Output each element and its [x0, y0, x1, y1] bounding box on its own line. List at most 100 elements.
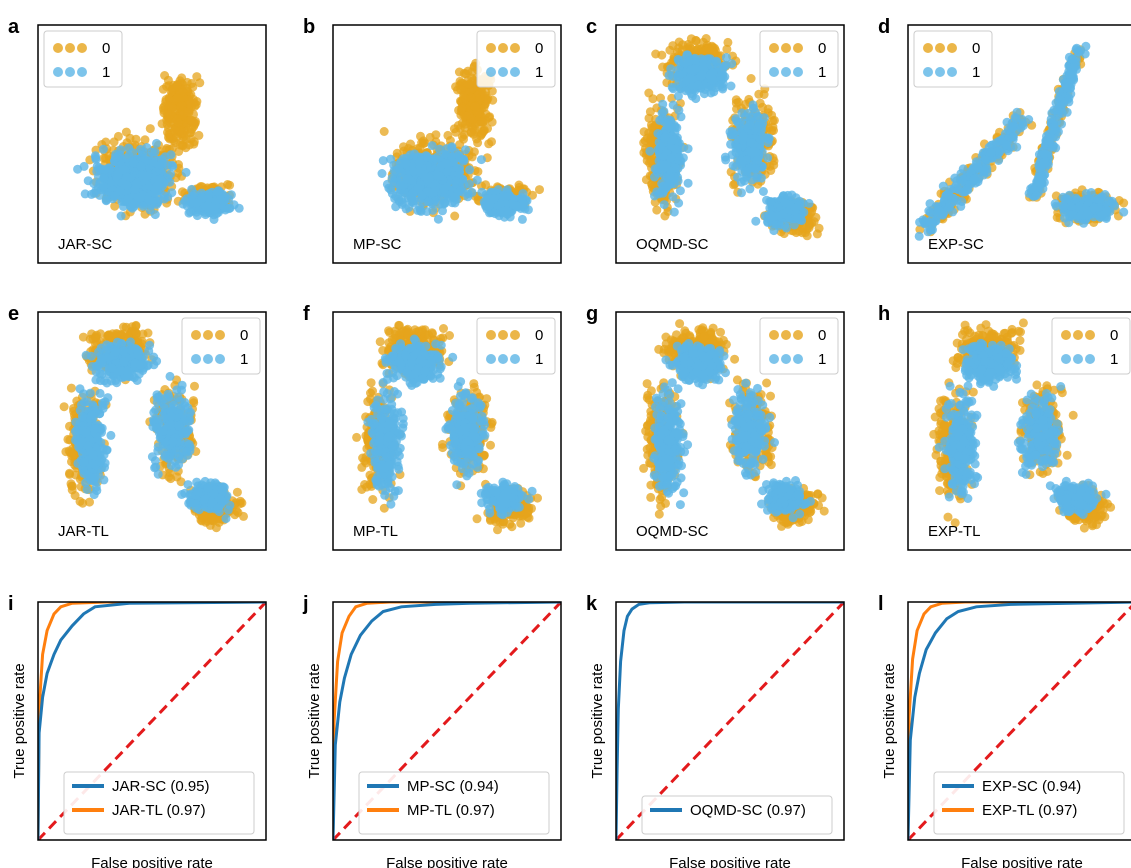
point-class-1 [745, 120, 755, 130]
point-class-1 [756, 119, 765, 128]
point-class-0 [172, 114, 182, 124]
point-class-1 [668, 192, 678, 202]
point-class-1 [660, 132, 670, 142]
point-class-1 [707, 73, 716, 82]
point-class-0 [455, 140, 465, 150]
point-class-1 [91, 153, 101, 163]
point-class-0 [465, 79, 474, 89]
point-class-1 [751, 164, 760, 174]
point-class-1 [501, 192, 511, 202]
point-class-0 [456, 85, 466, 95]
point-class-1 [1080, 49, 1090, 59]
point-class-0 [166, 109, 176, 119]
point-class-1 [684, 56, 694, 66]
legend-marker [498, 67, 508, 77]
legend-marker [486, 67, 496, 77]
point-class-1 [715, 80, 725, 90]
point-class-1 [438, 206, 447, 216]
point-class-0 [175, 76, 185, 86]
point-class-0 [455, 123, 465, 133]
point-class-1 [138, 170, 147, 180]
panel-letter: a [8, 16, 20, 38]
point-class-1 [435, 171, 445, 181]
embedding-label: OQMD-SC [636, 236, 709, 253]
point-class-1 [737, 188, 746, 198]
point-class-0 [196, 182, 206, 191]
point-class-0 [164, 133, 173, 142]
point-class-1 [675, 186, 685, 196]
point-class-1 [132, 179, 142, 189]
point-class-1 [181, 167, 191, 177]
legend-label: 0 [818, 40, 826, 57]
panel-letter: b [303, 16, 315, 38]
plot-frame [37, 24, 267, 264]
point-class-1 [711, 56, 721, 66]
legend-label: 0 [535, 40, 543, 57]
point-class-1 [427, 141, 437, 151]
point-class-0 [466, 114, 476, 124]
point-class-0 [470, 102, 480, 112]
point-class-0 [399, 146, 409, 156]
point-class-1 [401, 159, 411, 169]
point-class-1 [167, 188, 177, 198]
legend-marker [510, 67, 520, 77]
point-class-0 [163, 75, 173, 85]
point-class-0 [172, 93, 182, 103]
point-class-1 [721, 155, 731, 165]
point-class-1 [676, 112, 686, 122]
point-class-1 [717, 69, 727, 78]
legend-marker [793, 43, 803, 53]
point-class-1 [86, 189, 96, 199]
point-class-1 [472, 175, 482, 185]
scatter-points [639, 34, 824, 241]
point-class-1 [150, 147, 160, 157]
point-class-1 [157, 155, 167, 164]
point-class-1 [674, 198, 684, 208]
point-class-1 [683, 178, 693, 188]
legend-marker [53, 67, 63, 77]
scatter-points [377, 58, 544, 224]
point-class-0 [768, 116, 778, 126]
point-class-1 [79, 161, 89, 171]
point-class-1 [765, 197, 775, 206]
point-class-1 [645, 146, 655, 156]
legend-marker [77, 67, 87, 77]
point-class-1 [166, 150, 176, 160]
point-class-1 [394, 164, 404, 174]
point-class-0 [731, 98, 741, 108]
point-class-1 [745, 184, 755, 194]
point-class-0 [110, 201, 120, 211]
point-class-0 [484, 139, 494, 149]
point-class-1 [746, 147, 756, 157]
point-class-1 [671, 144, 681, 154]
point-class-1 [655, 115, 665, 125]
point-class-0 [162, 143, 172, 153]
point-class-1 [669, 207, 679, 217]
point-class-1 [732, 143, 742, 152]
point-class-1 [415, 157, 425, 167]
point-class-1 [668, 135, 678, 145]
point-class-1 [654, 189, 664, 199]
point-class-0 [225, 180, 235, 190]
point-class-1 [136, 161, 146, 171]
point-class-1 [127, 203, 137, 213]
point-class-1 [511, 201, 521, 211]
point-class-0 [642, 156, 652, 166]
point-class-1 [938, 181, 948, 191]
point-class-0 [431, 130, 441, 140]
point-class-1 [184, 208, 194, 218]
legend-box [759, 30, 839, 88]
point-class-0 [814, 223, 824, 233]
point-class-1 [762, 133, 772, 143]
point-class-1 [384, 183, 394, 193]
point-class-1 [658, 99, 668, 109]
point-class-0 [191, 116, 200, 126]
point-class-1 [737, 156, 747, 165]
point-class-1 [752, 155, 762, 165]
point-class-1 [726, 81, 736, 91]
point-class-0 [535, 185, 544, 195]
point-class-1 [668, 100, 678, 110]
point-class-1 [377, 169, 387, 178]
point-class-1 [402, 174, 412, 184]
point-class-0 [187, 124, 197, 134]
